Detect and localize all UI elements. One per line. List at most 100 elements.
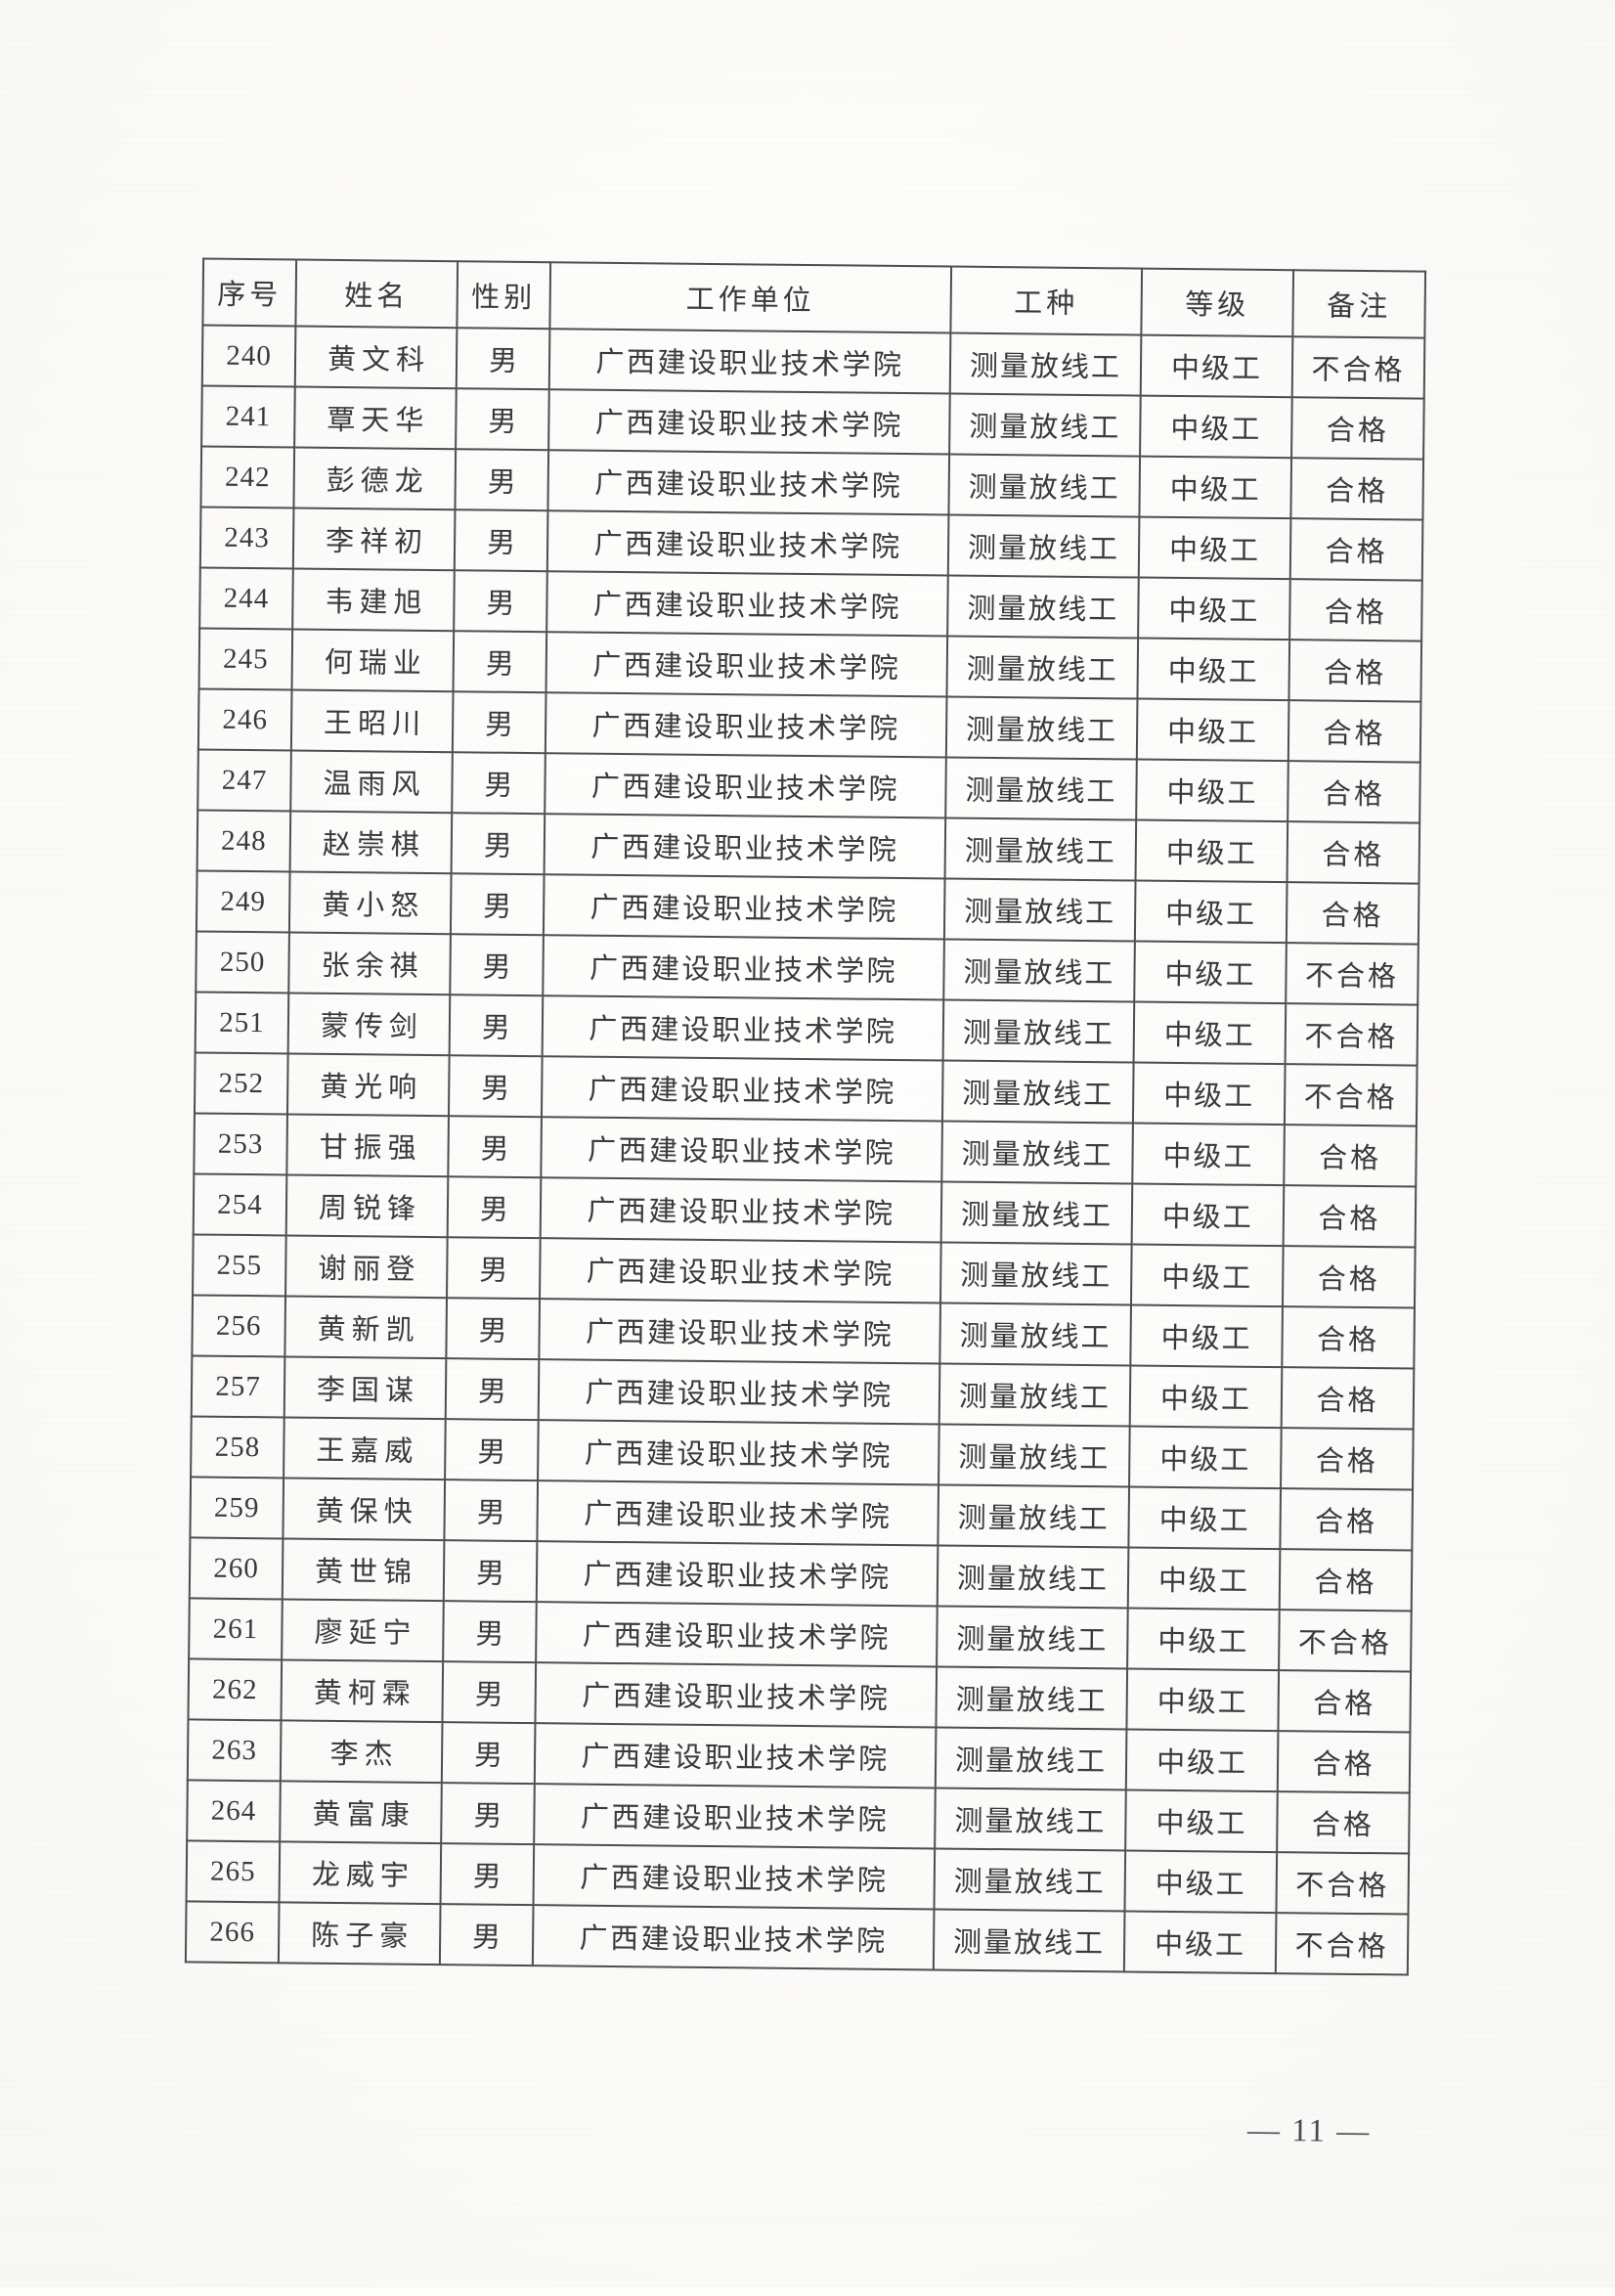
page-number: — 11 — — [1246, 2112, 1372, 2150]
cell-unit: 广西建设职业技术学院 — [545, 692, 947, 758]
cell-unit: 广西建设职业技术学院 — [547, 450, 950, 515]
cell-name: 赵崇棋 — [289, 811, 453, 874]
cell-gender: 男 — [442, 1661, 537, 1724]
cell-unit: 广西建设职业技术学院 — [538, 1420, 939, 1485]
cell-remark: 不合格 — [1275, 1913, 1409, 1975]
cell-serial: 255 — [193, 1234, 286, 1297]
cell-gender: 男 — [452, 752, 546, 815]
cell-serial: 257 — [191, 1355, 285, 1418]
cell-trade: 测量放线工 — [947, 575, 1139, 639]
cell-remark: 合格 — [1277, 1731, 1411, 1793]
cell-remark: 不合格 — [1276, 1852, 1410, 1915]
cell-name: 黄富康 — [280, 1781, 442, 1844]
cell-serial: 240 — [201, 325, 296, 387]
cell-trade: 测量放线工 — [939, 1242, 1132, 1305]
cell-name: 黄柯霖 — [281, 1659, 444, 1723]
cell-trade: 测量放线工 — [941, 1060, 1134, 1124]
cell-serial: 265 — [186, 1840, 281, 1903]
cell-gender: 男 — [449, 994, 544, 1057]
cell-gender: 男 — [448, 1116, 542, 1178]
cell-remark: 合格 — [1282, 1246, 1416, 1308]
cell-level: 中级工 — [1133, 1001, 1287, 1065]
cell-level: 中级工 — [1136, 759, 1288, 822]
cell-remark: 合格 — [1281, 1428, 1414, 1490]
cell-level: 中级工 — [1129, 1365, 1283, 1429]
cell-serial: 252 — [194, 1052, 288, 1115]
cell-unit: 广西建设职业技术学院 — [535, 1662, 938, 1728]
cell-level: 中级工 — [1138, 577, 1290, 640]
cell-gender: 男 — [456, 328, 550, 390]
cell-unit: 广西建设职业技术学院 — [532, 1905, 935, 1970]
cell-remark: 不合格 — [1286, 943, 1419, 1005]
cell-gender: 男 — [443, 1601, 537, 1663]
cell-name: 黄保快 — [283, 1478, 446, 1541]
cell-remark: 合格 — [1289, 579, 1422, 641]
cell-trade: 测量放线工 — [935, 1727, 1127, 1790]
cell-name: 谢丽登 — [285, 1235, 448, 1299]
cell-remark: 合格 — [1279, 1549, 1413, 1612]
cell-remark: 合格 — [1283, 1185, 1417, 1248]
cell-level: 中级工 — [1130, 1304, 1283, 1368]
cell-gender: 男 — [444, 1479, 539, 1542]
cell-level: 中级工 — [1132, 1062, 1286, 1126]
cell-trade: 测量放线工 — [945, 757, 1137, 820]
cell-trade: 测量放线工 — [941, 1121, 1133, 1184]
cell-name: 陈子豪 — [278, 1902, 441, 1965]
cell-name: 李国谋 — [284, 1356, 447, 1420]
header-trade: 工种 — [950, 266, 1143, 335]
cell-unit: 广西建设职业技术学院 — [539, 1299, 940, 1364]
cell-unit: 广西建设职业技术学院 — [546, 571, 948, 637]
cell-name: 何瑞业 — [291, 629, 455, 692]
cell-remark: 合格 — [1280, 1488, 1414, 1551]
cell-gender: 男 — [441, 1783, 535, 1845]
header-serial: 序号 — [202, 258, 297, 327]
cell-remark: 合格 — [1284, 1125, 1417, 1187]
cell-serial: 254 — [193, 1173, 287, 1236]
cell-remark: 合格 — [1278, 1670, 1412, 1733]
cell-serial: 243 — [199, 507, 294, 569]
cell-unit: 广西建设职业技术学院 — [533, 1844, 936, 1910]
cell-gender: 男 — [455, 449, 549, 511]
cell-trade: 测量放线工 — [938, 1484, 1130, 1548]
cell-level: 中级工 — [1132, 1123, 1285, 1186]
cell-serial: 260 — [189, 1537, 284, 1600]
cell-unit: 广西建设职业技术学院 — [534, 1723, 937, 1788]
cell-level: 中级工 — [1136, 698, 1289, 762]
cell-unit: 广西建设职业技术学院 — [540, 1238, 941, 1303]
cell-gender: 男 — [439, 1904, 534, 1966]
cell-remark: 合格 — [1288, 761, 1420, 823]
cell-serial: 261 — [189, 1598, 283, 1660]
header-remark: 备注 — [1292, 270, 1426, 338]
cell-gender: 男 — [443, 1540, 538, 1603]
cell-trade: 测量放线工 — [945, 696, 1138, 760]
cell-gender: 男 — [441, 1722, 536, 1785]
cell-trade: 测量放线工 — [934, 1848, 1126, 1912]
cell-serial: 245 — [198, 628, 293, 690]
cell-remark: 不合格 — [1284, 1064, 1418, 1126]
cell-unit: 广西建设职业技术学院 — [540, 1177, 942, 1243]
cell-level: 中级工 — [1134, 880, 1288, 944]
cell-name: 蒙传剑 — [287, 993, 451, 1056]
table-body: 240 黄文科男广西建设职业技术学院 测量放线工 中级工 不合格 241 覃天华男广西建设职… — [185, 325, 1425, 1975]
cell-name: 甘振强 — [286, 1114, 449, 1177]
cell-unit: 广西建设职业技术学院 — [542, 995, 944, 1061]
cell-gender: 男 — [452, 691, 546, 754]
cell-unit: 广西建设职业技术学院 — [548, 329, 951, 394]
cell-level: 中级工 — [1130, 1244, 1284, 1307]
cell-serial: 244 — [199, 567, 293, 630]
cell-unit: 广西建设职业技术学院 — [545, 753, 946, 818]
cell-serial: 249 — [196, 870, 290, 933]
cell-serial: 242 — [200, 446, 295, 508]
cell-unit: 广西建设职业技术学院 — [543, 935, 944, 1000]
cell-gender: 男 — [446, 1298, 541, 1360]
cell-trade: 测量放线工 — [937, 1606, 1128, 1669]
cell-serial: 266 — [185, 1901, 280, 1964]
cell-remark: 合格 — [1290, 458, 1424, 520]
cell-unit: 广西建设职业技术学院 — [548, 389, 950, 455]
cell-remark: 不合格 — [1291, 336, 1425, 399]
cell-trade: 测量放线工 — [935, 1788, 1126, 1851]
cell-unit: 广西建设职业技术学院 — [546, 510, 949, 576]
cell-name: 温雨风 — [290, 750, 453, 814]
cell-remark: 不合格 — [1285, 1003, 1419, 1066]
cell-serial: 246 — [197, 688, 292, 751]
